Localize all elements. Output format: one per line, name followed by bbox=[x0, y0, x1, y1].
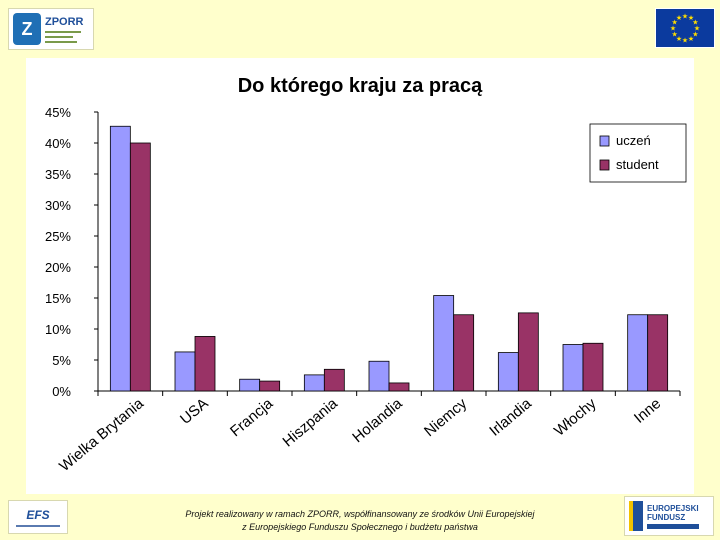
eu-flag-icon: ★ ★ ★ ★ ★ ★ ★ ★ ★ ★ ★ ★ bbox=[655, 8, 715, 48]
footer-line-1: Projekt realizowany w ramach ZPORR, wspó… bbox=[185, 509, 535, 519]
eu-star-icon: ★ bbox=[688, 35, 694, 43]
legend-swatch bbox=[599, 159, 610, 171]
y-tick-label: 40% bbox=[45, 136, 71, 151]
bar-student-Włochy bbox=[582, 342, 604, 392]
legend-swatch bbox=[599, 135, 610, 147]
bar-student-USA bbox=[194, 336, 216, 392]
y-tick-label: 25% bbox=[45, 229, 71, 244]
y-tick-label: 10% bbox=[45, 322, 71, 337]
x-tick-label: Holandia bbox=[349, 395, 406, 447]
y-tick-label: 45% bbox=[45, 105, 71, 120]
eu-star-icon: ★ bbox=[670, 25, 676, 33]
eu-star-icon: ★ bbox=[676, 35, 682, 43]
bar-uczeń-Hiszpania bbox=[303, 374, 325, 392]
x-tick-label: Irlandia bbox=[486, 395, 535, 440]
eps-logo-line bbox=[16, 524, 60, 527]
x-tick-label: Inne bbox=[631, 395, 664, 427]
efs-flag-icon bbox=[629, 501, 643, 531]
eu-stars: ★ ★★★★★★★★★★★ bbox=[670, 13, 700, 45]
zporr-logo: Z ZPORR bbox=[8, 8, 94, 50]
y-tick-label: 30% bbox=[45, 198, 71, 213]
y-tick-label: 20% bbox=[45, 260, 71, 275]
bar-student-Irlandia bbox=[517, 312, 539, 392]
eu-star-icon: ★ bbox=[692, 19, 698, 27]
chart-svg: Do którego kraju za pracą 0% 5% 10% 15% 20% 25… bbox=[45, 75, 687, 475]
legend-box bbox=[589, 123, 687, 183]
bar-uczeń-Niemcy bbox=[433, 295, 455, 392]
chart-title: Do którego kraju za pracą bbox=[238, 75, 483, 97]
bar-uczeń-Irlandia bbox=[497, 352, 519, 392]
eps-logo-text: EFS bbox=[26, 507, 50, 522]
eu-star-icon: ★ bbox=[692, 31, 698, 39]
zporr-logo-line bbox=[45, 40, 77, 43]
bar-student-Hiszpania bbox=[323, 368, 345, 392]
footer-text: Projekt realizowany w ramach ZPORR, wspó… bbox=[150, 508, 570, 534]
eps-logo: EFS bbox=[8, 500, 68, 534]
efs-logo-line-2: FUNDUSZ bbox=[647, 512, 686, 522]
eu-star-icon: ★ bbox=[682, 37, 688, 45]
bar-student-Wielka Brytania bbox=[129, 142, 151, 392]
efs-logo: EUROPEJSKI FUNDUSZ bbox=[624, 496, 714, 536]
bar-student-Niemcy bbox=[453, 314, 475, 392]
bar-uczeń-Inne bbox=[627, 314, 649, 392]
bar-uczeń-Holandia bbox=[368, 360, 390, 392]
bar-uczeń-Wielka Brytania bbox=[109, 125, 131, 392]
eu-star-icon: ★ bbox=[676, 14, 682, 22]
eu-star-icon: ★ bbox=[694, 25, 700, 33]
y-tick-label: 35% bbox=[45, 167, 71, 182]
bar-student-Francja bbox=[259, 380, 281, 392]
x-tick-label: Francja bbox=[227, 395, 277, 441]
eu-star-icon: ★ bbox=[682, 13, 688, 21]
y-tick-label: 15% bbox=[45, 291, 71, 306]
chart-panel: Do którego kraju za pracą 0% 5% 10% 15% 20% 25… bbox=[26, 58, 694, 494]
efs-logo-bar bbox=[647, 523, 699, 529]
chart-legend: uczeń student bbox=[589, 123, 687, 183]
x-tick-label: USA bbox=[177, 395, 212, 428]
y-tick-label: 5% bbox=[52, 353, 71, 368]
bar-uczeń-Francja bbox=[239, 378, 261, 392]
eu-star-icon: ★ bbox=[688, 14, 694, 22]
zporr-logo-mark-icon: Z bbox=[13, 13, 41, 45]
x-tick-label: Włochy bbox=[551, 395, 600, 440]
x-tick-label: Hiszpania bbox=[280, 395, 342, 451]
y-tick-label: 0% bbox=[52, 384, 71, 399]
zporr-logo-line bbox=[45, 35, 73, 38]
bar-student-Holandia bbox=[388, 382, 410, 392]
eu-star-icon: ★ bbox=[671, 19, 677, 27]
x-tick-label: Wielka Brytania bbox=[56, 395, 147, 475]
x-tick-label: Niemcy bbox=[421, 395, 471, 440]
bar-student-Inne bbox=[647, 314, 669, 392]
legend-label: uczeń bbox=[616, 133, 651, 148]
legend-label: student bbox=[616, 157, 659, 172]
zporr-logo-text: ZPORR bbox=[45, 15, 84, 28]
zporr-logo-line bbox=[45, 30, 81, 33]
eu-star-icon: ★ bbox=[671, 31, 677, 39]
bar-uczeń-Włochy bbox=[562, 344, 584, 392]
footer-line-2: z Europejskiego Funduszu Społecznego i b… bbox=[242, 522, 478, 532]
bar-uczeń-USA bbox=[174, 351, 196, 392]
efs-logo-line-1: EUROPEJSKI bbox=[647, 503, 699, 513]
